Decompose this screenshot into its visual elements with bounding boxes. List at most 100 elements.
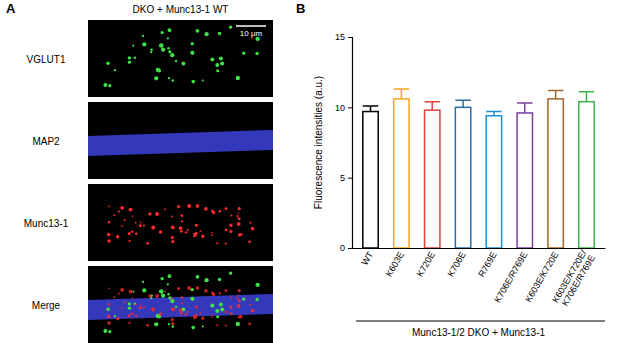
punctum (249, 222, 251, 224)
punctum (177, 205, 180, 208)
punctum (177, 287, 180, 290)
punctum (175, 60, 177, 62)
punctum (170, 53, 174, 57)
punctum (196, 29, 200, 33)
punctum (236, 76, 240, 80)
y-tick-label: 0 (340, 243, 345, 253)
punctum (128, 232, 131, 235)
punctum (108, 205, 110, 207)
punctum (230, 296, 232, 298)
punctum (175, 306, 177, 308)
punctum (124, 219, 126, 221)
punctum (255, 298, 258, 301)
dendrite (88, 130, 273, 156)
punctum (139, 306, 142, 309)
dendrite (88, 294, 273, 320)
punctum (249, 304, 251, 306)
punctum (171, 307, 175, 311)
punctum (196, 286, 200, 290)
micrograph (88, 102, 273, 179)
punctum (204, 289, 208, 293)
punctum (155, 294, 159, 298)
punctum (238, 217, 241, 220)
punctum (167, 47, 170, 50)
punctum (255, 283, 259, 287)
y-axis-line (348, 38, 353, 249)
punctum (211, 291, 214, 294)
punctum (131, 230, 133, 232)
bar (455, 107, 470, 248)
punctum (116, 317, 119, 320)
x-tick-label: K603E (384, 250, 406, 278)
punctum (157, 69, 161, 73)
punctum (181, 62, 185, 66)
punctum (251, 227, 255, 231)
punctum (185, 231, 187, 233)
punctum (225, 242, 227, 244)
panel-title: DKO + Munc13-1 WT (133, 4, 229, 15)
punctum (135, 315, 137, 317)
x-tick: WT (360, 248, 376, 267)
punctum (193, 235, 195, 237)
punctum (202, 79, 204, 81)
error-bar (579, 92, 594, 102)
punctum (151, 226, 155, 230)
punctum (172, 226, 175, 229)
punctum (187, 286, 191, 290)
punctum (143, 306, 145, 308)
punctum (193, 317, 195, 319)
punctum (218, 210, 221, 213)
x-axis-title: Munc13-1/2 DKO + Munc13-1 (412, 327, 546, 338)
punctum (229, 306, 232, 309)
punctum (108, 303, 110, 305)
punctum (171, 240, 174, 243)
y-tick-mark (348, 248, 352, 249)
x-tick-label: WT (360, 250, 376, 268)
punctum (216, 242, 218, 244)
micrograph-background (88, 266, 273, 343)
punctum (140, 303, 142, 305)
punctum (190, 297, 194, 301)
y-axis: 051015 (335, 32, 353, 253)
punctum (238, 289, 241, 292)
punctum (148, 212, 151, 215)
x-tick-label: K720E (415, 250, 437, 278)
y-axis-title: Fluorescence intensities (a.u.) (313, 76, 324, 209)
punctum (164, 209, 166, 211)
punctum (216, 315, 219, 318)
punctum (225, 289, 228, 292)
bar (425, 110, 440, 248)
punctum (202, 325, 204, 327)
micrograph (88, 20, 273, 97)
punctum (229, 230, 232, 233)
punctum (143, 224, 145, 226)
punctum (211, 232, 213, 234)
y-tick-mark (348, 37, 352, 38)
y-tick-mark (348, 107, 352, 108)
error-bar (548, 90, 563, 98)
punctum (103, 329, 107, 333)
punctum (187, 204, 191, 208)
punctum (118, 210, 120, 212)
bar (517, 113, 532, 248)
x-tick: K603E/K720E/K706E/R769E (550, 248, 597, 310)
punctum (135, 304, 137, 306)
x-tick-label: K603E/K720E/K706E/R769E (550, 248, 597, 310)
punctum (128, 314, 131, 317)
punctum (238, 315, 241, 318)
bar (486, 116, 501, 248)
punctum (220, 62, 224, 66)
error-bar (363, 106, 378, 112)
punctum (187, 229, 189, 231)
punctum (128, 322, 130, 324)
punctum (139, 224, 142, 227)
y-tick: 5 (340, 173, 352, 183)
punctum (191, 326, 195, 330)
channel-label: Merge (32, 300, 61, 311)
punctum (248, 323, 251, 326)
punctum (167, 283, 169, 285)
error-bar (455, 100, 470, 107)
punctum (236, 297, 238, 299)
punctum (171, 216, 173, 218)
x-tick: R769E (476, 248, 498, 279)
